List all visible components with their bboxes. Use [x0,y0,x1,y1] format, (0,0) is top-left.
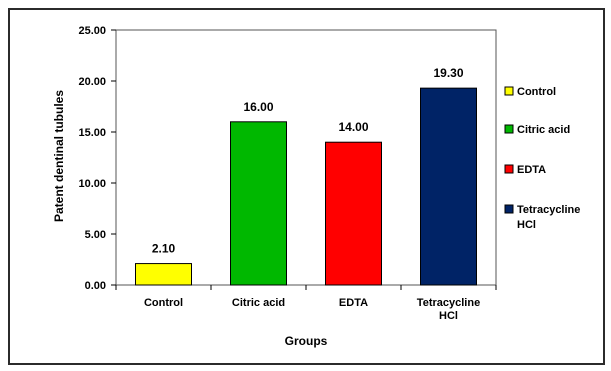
legend-item: Control [504,86,556,98]
legend: Control Citric acid EDTA Tetracycline HCl [504,86,580,231]
y-tick-label: 0.00 [85,280,106,292]
y-axis-title: Patent dentinal tubules [52,90,66,222]
x-tick-label: Citric acid [232,297,285,309]
legend-label: EDTA [517,164,546,176]
y-tick-label: 25.00 [78,25,106,37]
data-labels: 2.10 16.00 14.00 19.30 [152,66,464,255]
bars [135,87,477,286]
legend-swatch [504,164,514,174]
legend-label: Tetracycline [517,204,580,216]
legend-label: HCl [517,219,536,231]
bar [325,141,382,286]
y-tick-label: 20.00 [78,76,106,88]
legend-swatch [504,86,514,96]
legend-swatch [504,204,514,214]
y-tick-label: 15.00 [78,127,106,139]
y-axis: 0.00 5.00 10.00 15.00 20.00 25.00 [78,25,116,292]
bar [230,121,287,286]
x-tick-label: Control [144,297,183,309]
bar [420,87,477,286]
legend-item: Citric acid [504,124,570,136]
legend-label: Citric acid [517,124,570,136]
x-axis-title: Groups [285,334,328,348]
data-label: 16.00 [243,100,273,114]
x-tick-label: HCl [439,310,458,322]
bar [135,263,192,286]
y-tick-label: 10.00 [78,178,106,190]
data-label: 19.30 [433,66,463,80]
y-tick-label: 5.00 [85,229,106,241]
legend-swatch [504,124,514,134]
x-tick-label: Tetracycline [417,297,480,309]
data-label: 2.10 [152,242,176,256]
legend-item: EDTA [504,164,546,176]
legend-label: Control [517,86,556,98]
x-tick-label: EDTA [339,297,368,309]
legend-item: Tetracycline HCl [504,204,580,231]
data-label: 14.00 [338,120,368,134]
